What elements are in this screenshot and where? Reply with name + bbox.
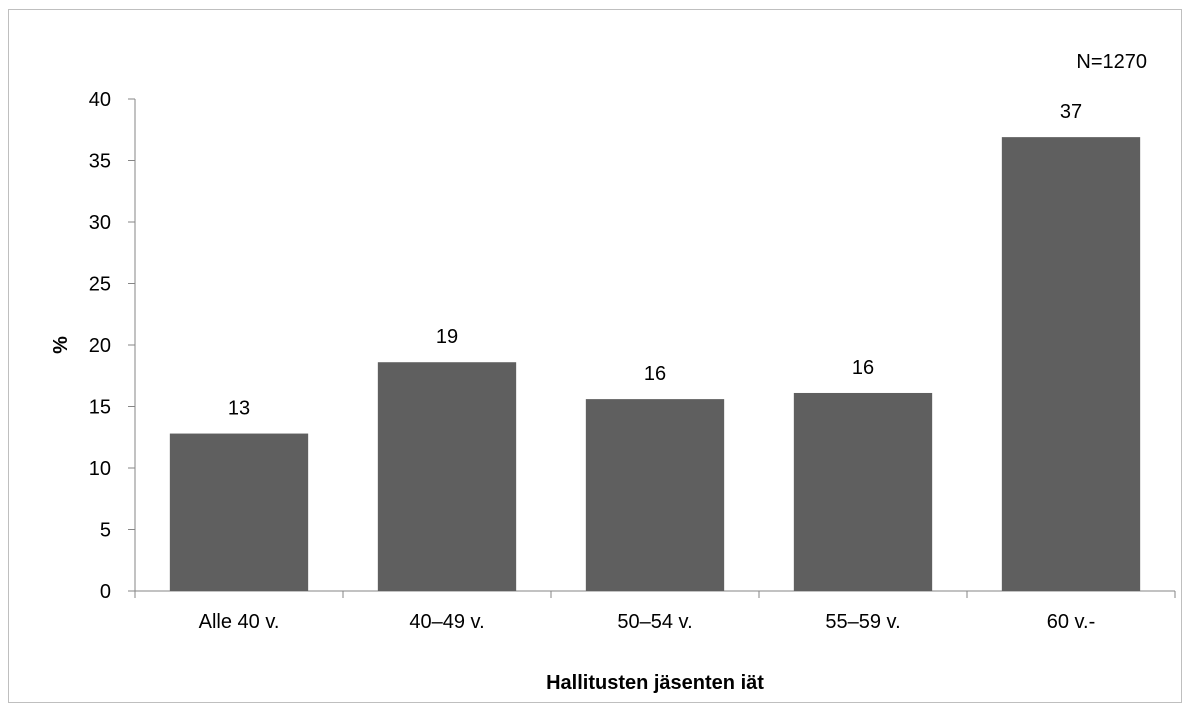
data-label: 16 bbox=[852, 357, 874, 379]
x-tick-label: Alle 40 v. bbox=[199, 611, 280, 633]
y-tick-label: 0 bbox=[100, 581, 111, 603]
y-tick-label: 20 bbox=[89, 335, 111, 357]
bars bbox=[169, 137, 1141, 591]
x-tick-label: 55–59 v. bbox=[825, 611, 900, 633]
x-tick-label: 50–54 v. bbox=[617, 611, 692, 633]
y-tick-label: 40 bbox=[89, 89, 111, 111]
y-tick-label: 35 bbox=[89, 151, 111, 173]
axes: 0 5 10 15 20 25 30 35 40 Alle 40 v. 40–49 v. 50–54 … bbox=[89, 89, 1176, 633]
y-axis-title: % bbox=[50, 336, 72, 354]
x-axis-title: Hallitusten jäsenten iät bbox=[546, 672, 764, 694]
y-tick-label: 25 bbox=[89, 274, 111, 296]
y-tick-label: 30 bbox=[89, 212, 111, 234]
data-label: 13 bbox=[228, 398, 250, 420]
y-tick-label: 5 bbox=[100, 520, 111, 542]
y-tick-label: 15 bbox=[89, 397, 111, 419]
bar bbox=[169, 433, 309, 591]
data-label: 19 bbox=[436, 326, 458, 348]
data-label: 16 bbox=[644, 363, 666, 385]
bar bbox=[585, 399, 725, 591]
bar bbox=[793, 392, 933, 591]
data-labels: 13 19 16 16 37 bbox=[228, 101, 1082, 419]
bar bbox=[1001, 137, 1141, 591]
x-tick-label: 60 v.- bbox=[1047, 611, 1096, 633]
x-tick-label: 40–49 v. bbox=[409, 611, 484, 633]
data-label: 37 bbox=[1060, 101, 1082, 123]
bar bbox=[377, 362, 517, 591]
sample-size-annotation: N=1270 bbox=[1076, 51, 1147, 73]
y-tick-label: 10 bbox=[89, 458, 111, 480]
